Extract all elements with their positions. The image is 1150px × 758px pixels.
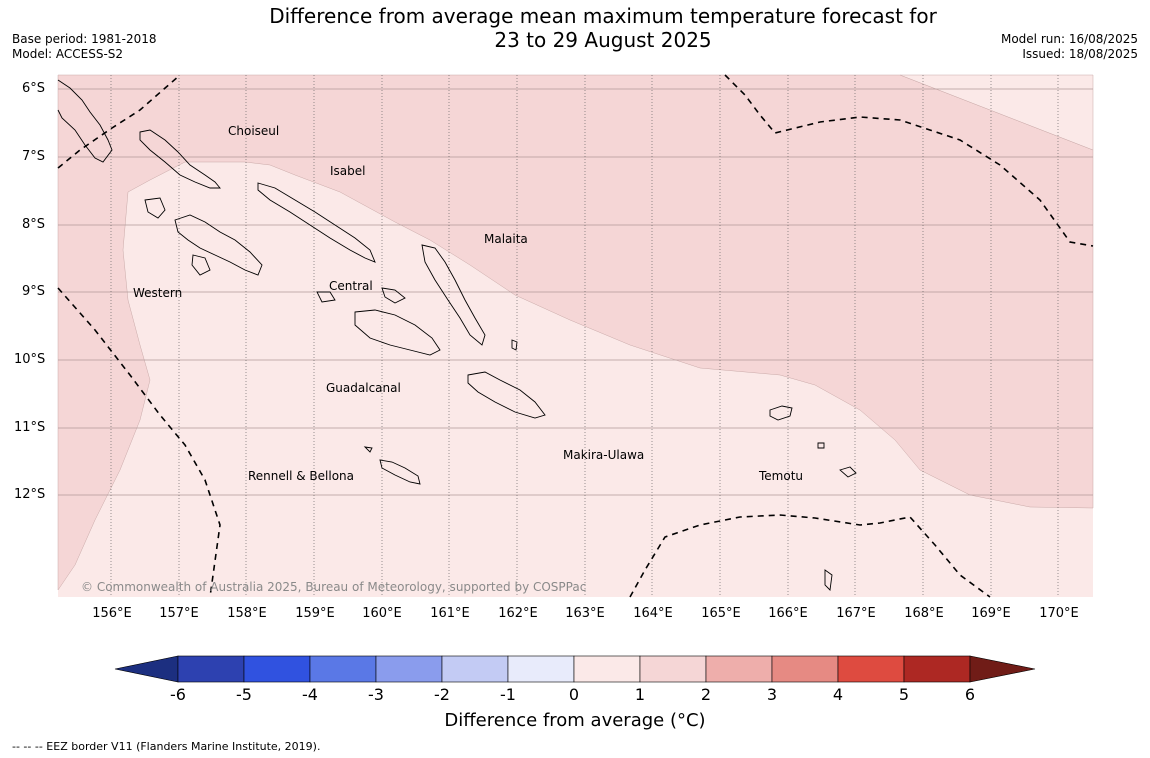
lon-label-162e: 162°E <box>498 606 538 621</box>
anomaly-region-0-to-1-northeast <box>899 74 1094 151</box>
title-line-2: 23 to 29 August 2025 <box>494 28 712 52</box>
guadalcanal-island <box>354 309 441 356</box>
makira-island <box>467 371 546 419</box>
anuta-island <box>824 569 833 591</box>
lat-label-6s: 6°S <box>22 81 46 96</box>
colorbar-tick: -1 <box>500 685 516 704</box>
issued-date: Issued: 18/08/2025 <box>1022 47 1138 61</box>
lat-label-9s: 9°S <box>22 284 46 299</box>
place-label-makira-ulawa: Makira-Ulawa <box>563 448 645 462</box>
ulawa-island <box>511 339 518 351</box>
metadata-left: Base period: 1981-2018 Model: ACCESS-S2 <box>12 32 157 62</box>
colorbar-tick: 1 <box>634 685 646 704</box>
lon-label-165e: 165°E <box>701 606 741 621</box>
lon-label-169e: 169°E <box>971 606 1011 621</box>
lon-label-156e: 156°E <box>92 606 132 621</box>
lat-label-10s: 10°S <box>14 352 46 367</box>
colorbar-tick: 0 <box>568 685 580 704</box>
colorbar-segment <box>441 655 509 683</box>
latitude-gridlines <box>58 88 1093 496</box>
florida-islands <box>381 287 406 304</box>
colorbar-segment <box>903 655 971 683</box>
title-line-1: Difference from average mean maximum tem… <box>269 4 937 28</box>
colorbar-segment <box>243 655 311 683</box>
lon-label-159e: 159°E <box>295 606 335 621</box>
lon-label-157e: 157°E <box>159 606 199 621</box>
colorbar-tick: -5 <box>236 685 252 704</box>
bougainville-island <box>57 79 113 163</box>
vanikoro-island <box>839 466 857 478</box>
colorbar-segment <box>771 655 839 683</box>
map-title: Difference from average mean maximum tem… <box>0 4 1150 52</box>
metadata-right: Model run: 16/08/2025 Issued: 18/08/2025 <box>1001 32 1138 62</box>
malaita-island <box>421 244 486 346</box>
anomaly-region-1-to-2-north <box>57 74 1094 591</box>
eez-border <box>57 74 1094 598</box>
lat-label-7s: 7°S <box>22 149 46 164</box>
place-label-rennell-bellona: Rennell & Bellona <box>248 469 355 483</box>
lon-label-168e: 168°E <box>904 606 944 621</box>
bellona-island <box>363 446 373 453</box>
utupua-island <box>817 442 825 449</box>
lon-label-163e: 163°E <box>565 606 605 621</box>
isabel-island <box>257 182 376 263</box>
lat-label-11s: 11°S <box>14 420 46 435</box>
colorbar-segment <box>705 655 773 683</box>
colorbar-segment <box>309 655 377 683</box>
colorbar-tick: -2 <box>434 685 450 704</box>
place-label-guadalcanal: Guadalcanal <box>326 381 401 395</box>
copyright-notice: © Commonwealth of Australia 2025, Bureau… <box>81 580 587 594</box>
rennell-island <box>379 459 421 485</box>
place-label-temotu: Temotu <box>759 469 804 483</box>
colorbar-tick: -4 <box>302 685 318 704</box>
lon-label-170e: 170°E <box>1039 606 1079 621</box>
colorbar-tick: 3 <box>766 685 778 704</box>
colorbar-segment <box>507 655 575 683</box>
colorbar-tick: 4 <box>832 685 844 704</box>
longitude-gridlines <box>110 75 1059 597</box>
russell-islands <box>316 291 336 303</box>
colorbar-tick: 2 <box>700 685 712 704</box>
choiseul-island <box>139 129 221 189</box>
colorbar-label: Difference from average (°C) <box>444 710 706 731</box>
model-run-date: Model run: 16/08/2025 <box>1000 32 1138 46</box>
colorbar-tick: 6 <box>964 685 976 704</box>
colorbar-extend-high <box>969 655 1036 683</box>
santa-cruz-island <box>769 405 793 421</box>
place-label-central: Central <box>329 279 373 293</box>
lat-label-8s: 8°S <box>22 217 46 232</box>
colorbar-segment <box>573 655 641 683</box>
colorbar-tick: 5 <box>898 685 910 704</box>
colorbar-tick: -6 <box>170 685 186 704</box>
lon-label-160e: 160°E <box>362 606 402 621</box>
model-name: Model: ACCESS-S2 <box>12 47 124 61</box>
lat-label-12s: 12°S <box>14 487 46 502</box>
lon-label-166e: 166°E <box>768 606 808 621</box>
new-georgia-island <box>174 214 263 276</box>
lon-label-161e: 161°E <box>430 606 470 621</box>
eez-footnote: -- -- -- EEZ border V11 (Flanders Marine… <box>12 740 321 753</box>
colorbar-segments <box>114 655 1036 683</box>
lon-label-164e: 164°E <box>633 606 673 621</box>
place-label-choiseul: Choiseul <box>228 124 280 138</box>
colorbar-extend-low <box>114 655 179 683</box>
colorbar-segment <box>375 655 443 683</box>
lon-label-158e: 158°E <box>227 606 267 621</box>
place-label-malaita: Malaita <box>484 232 528 246</box>
lon-label-167e: 167°E <box>836 606 876 621</box>
place-label-isabel: Isabel <box>330 164 366 178</box>
colorbar-segment <box>177 655 245 683</box>
base-period: Base period: 1981-2018 <box>12 32 157 46</box>
place-label-western: Western <box>133 286 183 300</box>
colorbar-segment <box>639 655 707 683</box>
colorbar-segment <box>837 655 905 683</box>
colorbar-tick: -3 <box>368 685 384 704</box>
rendova-island <box>191 254 211 276</box>
coastlines <box>57 79 857 591</box>
vella-lavella-island <box>144 197 166 219</box>
